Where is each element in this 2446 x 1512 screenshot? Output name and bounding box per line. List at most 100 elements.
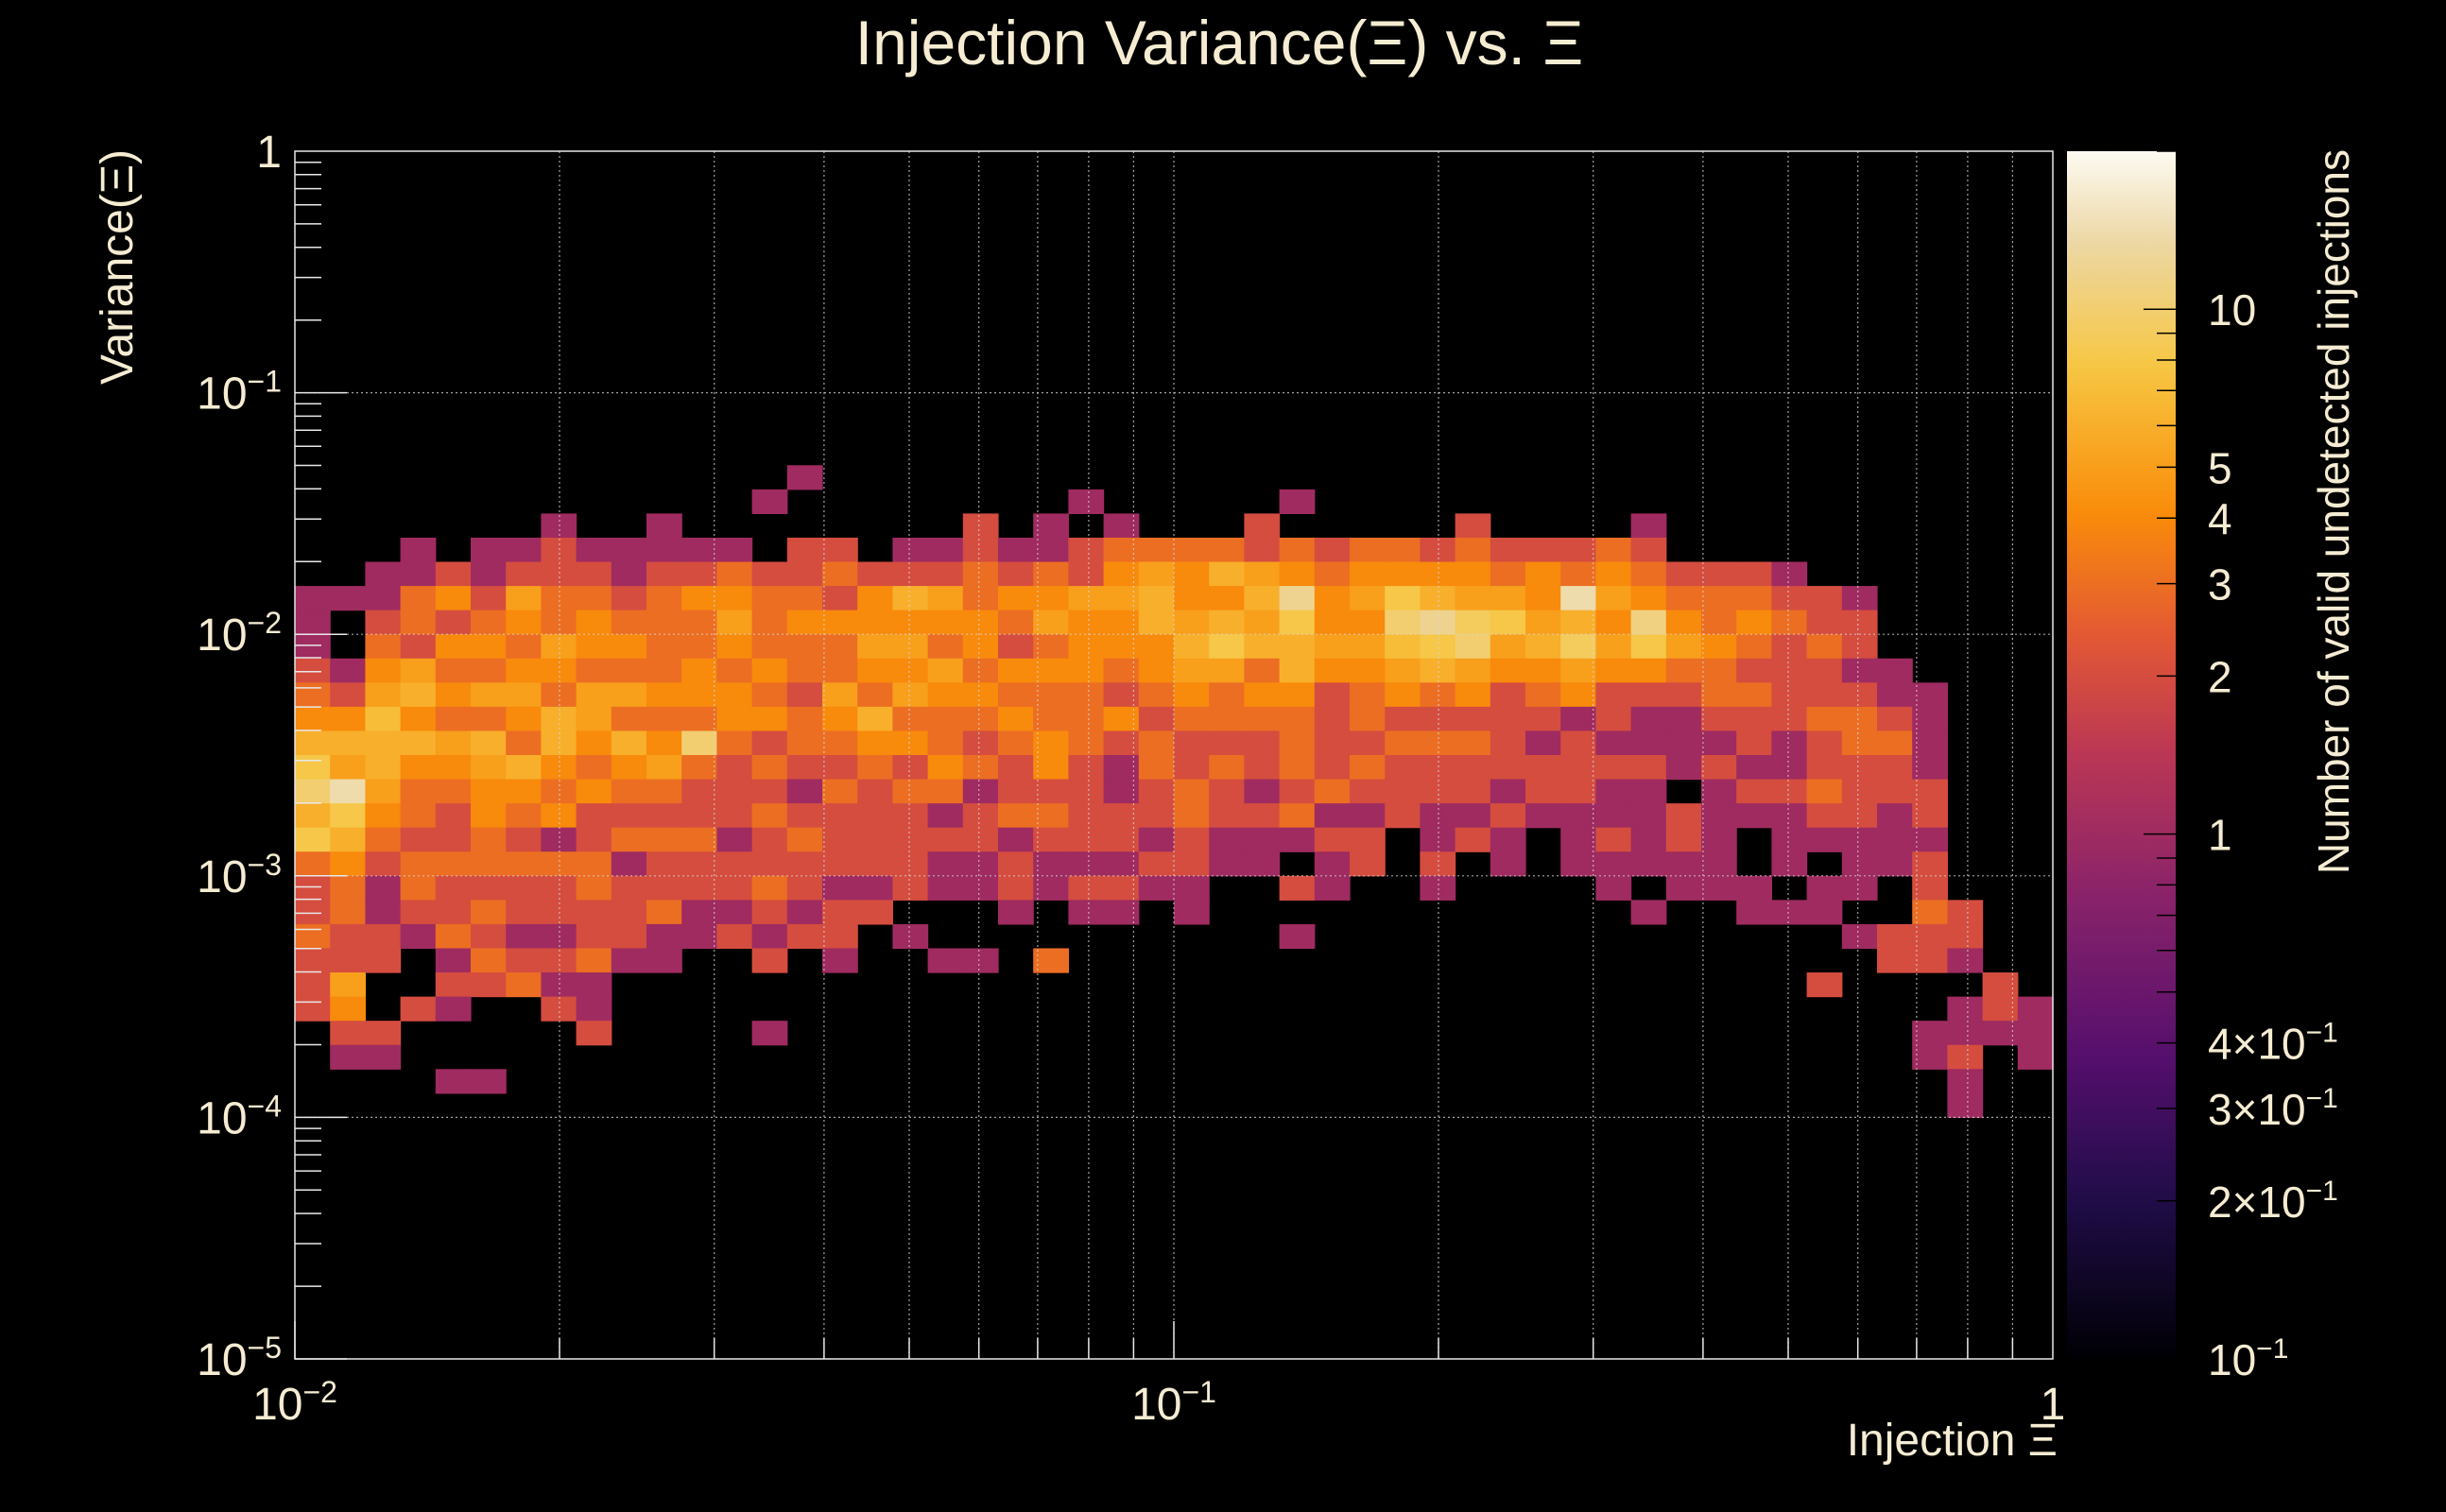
heatmap-cell [1525, 658, 1561, 683]
heatmap-cell [1736, 803, 1772, 829]
heatmap-cell [506, 875, 542, 901]
heatmap-cell [1209, 779, 1245, 804]
heatmap-cell [857, 875, 893, 901]
heatmap-cell [1912, 779, 1948, 804]
heatmap-cell [1350, 730, 1386, 756]
heatmap-cell [330, 948, 366, 973]
heatmap-cell [1385, 634, 1421, 660]
heatmap-cell [611, 779, 647, 804]
heatmap-cell [435, 900, 472, 925]
heatmap-cell [435, 706, 472, 732]
heatmap-cell [1244, 586, 1281, 611]
heatmap-cell [1490, 827, 1526, 852]
heatmap-cell [927, 779, 964, 804]
heatmap-cell [1385, 803, 1421, 829]
heatmap-cell [962, 803, 999, 829]
heatmap-cell [1630, 586, 1667, 611]
heatmap-cell [1420, 706, 1456, 732]
heatmap-cell [1068, 561, 1105, 587]
heatmap-cell [1420, 730, 1456, 756]
heatmap-cell [400, 827, 437, 852]
heatmap-cell [1490, 706, 1526, 732]
heatmap-cell [435, 634, 472, 660]
heatmap-cell [1033, 803, 1069, 829]
heatmap-cell [1560, 706, 1596, 732]
heatmap-cell [2017, 1044, 2054, 1070]
heatmap-cell [1877, 948, 1913, 973]
heatmap-cell [1420, 658, 1456, 683]
heatmap-cell [1455, 610, 1491, 635]
heatmap-cell [822, 803, 858, 829]
heatmap-cell [541, 586, 577, 611]
heatmap-cell [1877, 706, 1913, 732]
heatmap-cell [1279, 586, 1316, 611]
heatmap-cell [716, 634, 753, 660]
heatmap-cell [1912, 875, 1948, 901]
heatmap-cell [295, 972, 331, 998]
colorbar-tick-label: 10−1 [2208, 1333, 2288, 1384]
heatmap-cell [786, 779, 823, 804]
heatmap-cell [1771, 610, 1808, 635]
heatmap-cell [365, 803, 402, 829]
heatmap-cell [365, 706, 402, 732]
heatmap-cell [1209, 634, 1245, 660]
heatmap-cell [681, 537, 717, 563]
heatmap-cell [716, 682, 753, 708]
heatmap-cell [1455, 682, 1491, 708]
heatmap-cell [541, 948, 577, 973]
heatmap-cell [1033, 634, 1069, 660]
heatmap-cell [1314, 658, 1351, 683]
heatmap-cell [998, 658, 1034, 683]
heatmap-cell [611, 755, 647, 781]
heatmap-cell [927, 875, 964, 901]
heatmap-cell [506, 948, 542, 973]
heatmap-cell [822, 900, 858, 925]
heatmap-cell [1244, 682, 1281, 708]
heatmap-cell [1068, 755, 1105, 781]
heatmap-cell [962, 561, 999, 587]
heatmap-cell [1209, 803, 1245, 829]
heatmap-cell [435, 755, 472, 781]
heatmap-cell [751, 730, 788, 756]
heatmap-cell [786, 658, 823, 683]
heatmap-cell [786, 875, 823, 901]
heatmap-cell [506, 610, 542, 635]
heatmap-cell [1068, 537, 1105, 563]
heatmap-cell [822, 610, 858, 635]
heatmap-cell [365, 755, 402, 781]
heatmap-cell [786, 851, 823, 877]
heatmap-cell [1068, 706, 1105, 732]
heatmap-cell [1525, 755, 1561, 781]
heatmap-cell [1385, 682, 1421, 708]
heatmap-cell [471, 948, 507, 973]
heatmap-cell [1912, 706, 1948, 732]
heatmap-cell [1806, 706, 1843, 732]
heatmap-cell [962, 755, 999, 781]
heatmap-cell [611, 586, 647, 611]
heatmap-cell [857, 658, 893, 683]
heatmap-cell [1420, 610, 1456, 635]
heatmap-cell [822, 561, 858, 587]
heatmap-cell [576, 682, 612, 708]
heatmap-cell [400, 682, 437, 708]
heatmap-cell [1806, 586, 1843, 611]
heatmap-cell [330, 875, 366, 901]
colorbar-tick-label: 1 [2208, 811, 2232, 860]
heatmap-cell [1244, 730, 1281, 756]
heatmap-cell [295, 779, 331, 804]
heatmap-cell [506, 561, 542, 587]
heatmap-cell [1595, 875, 1632, 901]
heatmap-cell [646, 610, 682, 635]
heatmap-cell [365, 875, 402, 901]
heatmap-cell [1560, 827, 1596, 852]
heatmap-cell [1877, 658, 1913, 683]
colorbar-tick-label: 3×10−1 [2208, 1083, 2338, 1134]
heatmap-cell [892, 827, 929, 852]
heatmap-cell [400, 779, 437, 804]
heatmap-cell [471, 803, 507, 829]
heatmap-cell [1385, 730, 1421, 756]
heatmap-cell [1314, 610, 1351, 635]
heatmap-cell [1701, 706, 1737, 732]
heatmap-cell [1209, 682, 1245, 708]
heatmap-cell [1877, 851, 1913, 877]
